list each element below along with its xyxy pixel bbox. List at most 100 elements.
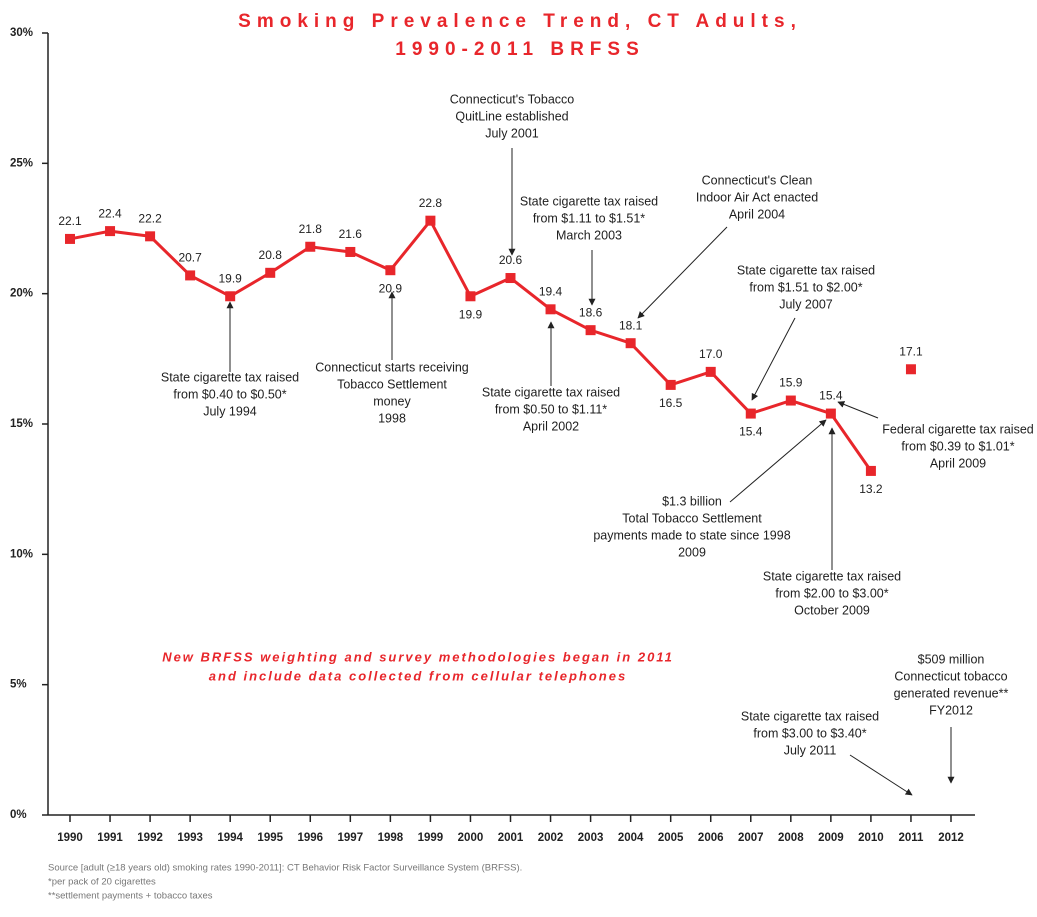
point xyxy=(865,465,876,476)
value-label: 18.6 xyxy=(579,305,603,319)
x-tick-label: 2005 xyxy=(658,832,684,844)
value-label: 15.9 xyxy=(779,376,803,390)
value-label: 21.8 xyxy=(299,222,323,236)
x-tick-label: 1994 xyxy=(217,832,243,844)
point xyxy=(145,231,156,242)
value-label: 17.1 xyxy=(899,344,923,358)
value-label: 20.6 xyxy=(499,253,523,267)
annotation: July 2011 xyxy=(784,743,837,757)
y-tick-label: 5% xyxy=(10,679,27,691)
value-label: 15.4 xyxy=(819,389,843,403)
annotation: April 2009 xyxy=(930,456,986,470)
annotation: Total Tobacco Settlement xyxy=(622,511,762,525)
x-tick-label: 2008 xyxy=(778,832,804,844)
point xyxy=(225,291,236,302)
source: *per pack of 20 cigarettes xyxy=(48,877,156,888)
point xyxy=(665,379,676,390)
value-label: 21.6 xyxy=(339,227,363,241)
annotation: money xyxy=(373,394,411,408)
point xyxy=(385,265,396,276)
point xyxy=(185,270,196,281)
y-tick-label: 0% xyxy=(10,809,27,821)
annotation: Connecticut tobacco xyxy=(894,669,1007,683)
annotation: FY2012 xyxy=(929,703,973,717)
point xyxy=(585,325,596,336)
point xyxy=(425,215,436,226)
annotation: State cigarette tax raised xyxy=(737,263,875,277)
source: Source [adult (≥18 years old) smoking ra… xyxy=(48,863,522,874)
point xyxy=(705,366,716,377)
y-tick-label: 25% xyxy=(10,157,33,169)
annotation-arrow xyxy=(837,401,879,419)
point xyxy=(105,226,116,237)
point xyxy=(825,408,836,419)
x-tick-label: 1995 xyxy=(257,832,283,844)
annotation: Connecticut's Clean xyxy=(702,173,813,187)
annotation: State cigarette tax raised xyxy=(763,569,901,583)
value-label: 19.9 xyxy=(219,271,243,285)
point xyxy=(305,241,316,252)
annotation: April 2004 xyxy=(729,207,785,221)
x-tick-label: 2000 xyxy=(458,832,484,844)
annotation: March 2003 xyxy=(556,228,622,242)
point xyxy=(785,395,796,406)
x-tick-label: 2001 xyxy=(498,832,524,844)
x-tick-label: 2007 xyxy=(738,832,764,844)
value-label: 17.0 xyxy=(699,347,723,361)
source: **settlement payments + tobacco taxes xyxy=(48,891,213,902)
value-label: 22.4 xyxy=(98,206,122,220)
annotation: Indoor Air Act enacted xyxy=(696,190,818,204)
chart-title: Smoking Prevalence Trend, CT Adults, xyxy=(238,11,802,32)
annotation: from $1.11 to $1.51* xyxy=(533,211,645,225)
annotation: $1.3 billion xyxy=(662,494,722,508)
annotation: July 1994 xyxy=(203,404,257,418)
annotation: October 2009 xyxy=(794,603,870,617)
annotation: State cigarette tax raised xyxy=(482,385,620,399)
point xyxy=(465,291,476,302)
value-label: 22.2 xyxy=(138,211,162,225)
annotation: State cigarette tax raised xyxy=(741,709,879,723)
annotation-arrow xyxy=(729,419,827,503)
x-tick-label: 1992 xyxy=(137,832,163,844)
annotation: 1998 xyxy=(378,411,406,425)
annotation: from $0.50 to $1.11* xyxy=(495,402,607,416)
annotation: payments made to state since 1998 xyxy=(593,528,790,542)
x-tick-label: 2004 xyxy=(618,832,644,844)
point xyxy=(345,246,356,257)
y-tick-label: 10% xyxy=(10,548,33,560)
annotation: 2009 xyxy=(678,545,706,559)
point xyxy=(265,267,276,278)
x-tick-label: 1991 xyxy=(97,832,123,844)
annotation: from $2.00 to $3.00* xyxy=(775,586,888,600)
value-label: 20.8 xyxy=(259,248,283,262)
value-label: 19.9 xyxy=(459,307,483,321)
point xyxy=(745,408,756,419)
x-tick-label: 2012 xyxy=(938,832,964,844)
annotation: April 2002 xyxy=(523,419,579,433)
annotation: from $0.39 to $1.01* xyxy=(901,439,1014,453)
x-tick-label: 2003 xyxy=(578,832,604,844)
x-tick-label: 1996 xyxy=(297,832,323,844)
annotation: State cigarette tax raised xyxy=(161,370,299,384)
x-tick-label: 1990 xyxy=(57,832,83,844)
x-tick-label: 1999 xyxy=(418,832,444,844)
point xyxy=(545,304,556,315)
value-label: 16.5 xyxy=(659,396,683,410)
x-tick-label: 2010 xyxy=(858,832,884,844)
annotation: July 2001 xyxy=(485,126,539,140)
annotation: Tobacco Settlement xyxy=(337,377,447,391)
value-label: 22.1 xyxy=(58,214,82,228)
point xyxy=(505,273,516,284)
annotation-arrow xyxy=(751,317,796,401)
point xyxy=(65,233,75,244)
annotation: State cigarette tax raised xyxy=(520,194,658,208)
note: New BRFSS weighting and survey methodolo… xyxy=(162,649,674,664)
value-label: 20.9 xyxy=(379,281,403,295)
annotation: from $1.51 to $2.00* xyxy=(749,280,862,294)
chart-title: 1990-2011 BRFSS xyxy=(395,39,645,60)
x-tick-label: 1993 xyxy=(177,832,203,844)
annotation: Connecticut's Tobacco xyxy=(450,92,574,106)
annotation: from $0.40 to $0.50* xyxy=(173,387,286,401)
annotation: QuitLine established xyxy=(455,109,568,123)
